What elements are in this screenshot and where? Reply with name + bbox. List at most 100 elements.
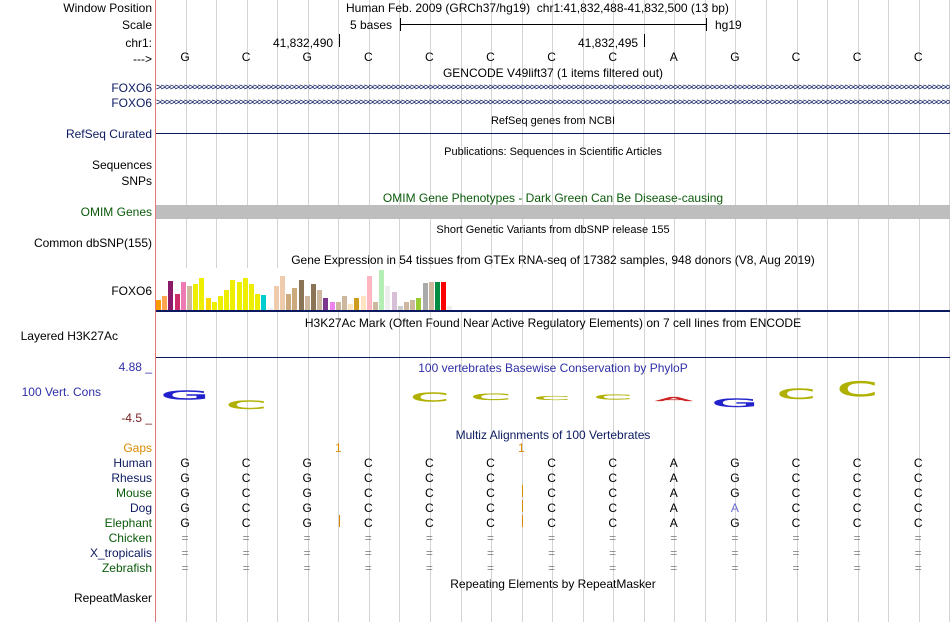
species-label[interactable]: Zebrafish	[101, 561, 152, 575]
gtex-tissue-bar[interactable]	[292, 288, 297, 310]
gtex-tissue-bar[interactable]	[373, 302, 378, 310]
species-label[interactable]: Dog	[129, 501, 152, 515]
foxo6-transcript-2[interactable]: >>>>>>>>>>>>>>>>>>>>>>>>>>>>>>>>>>>>>>>>…	[156, 97, 950, 109]
scale-bar	[400, 24, 706, 25]
gtex-bar-chart[interactable]	[156, 268, 536, 310]
gtex-tissue-bar[interactable]	[237, 282, 242, 310]
alignment-base: =	[609, 561, 617, 575]
phylop-max-label: 4.88 _	[118, 360, 152, 374]
gtex-tissue-bar[interactable]	[212, 302, 217, 310]
alignment-base: C	[547, 501, 556, 515]
gtex-tissue-bar[interactable]	[299, 280, 304, 310]
gtex-tissue-bar[interactable]	[206, 298, 211, 310]
gtex-tissue-bar[interactable]	[385, 286, 390, 310]
gtex-tissue-bar[interactable]	[193, 284, 198, 310]
alignment-base: =	[486, 546, 494, 560]
gtex-tissue-bar[interactable]	[379, 270, 384, 310]
gtex-tissue-bar[interactable]	[336, 302, 341, 310]
gtex-tissue-bar[interactable]	[305, 296, 310, 310]
gtex-tissue-bar[interactable]	[187, 286, 192, 310]
insertion-mark	[522, 500, 523, 512]
track-label-foxo6-gtex[interactable]: FOXO6	[111, 284, 152, 298]
track-label-foxo6-gencode-1[interactable]: FOXO6	[111, 81, 152, 95]
gtex-tissue-bar[interactable]	[230, 280, 235, 310]
gtex-tissue-bar[interactable]	[354, 298, 359, 310]
alignment-base: =	[670, 546, 678, 560]
gtex-tissue-bar[interactable]	[162, 296, 167, 310]
gtex-tissue-bar[interactable]	[280, 276, 285, 310]
coordinate-label-1: 41,832,490	[273, 36, 334, 50]
gtex-tissue-bar[interactable]	[447, 306, 452, 310]
gtex-tissue-bar[interactable]	[261, 295, 266, 310]
gtex-tissue-bar[interactable]	[404, 302, 409, 310]
alignment-base: C	[425, 516, 434, 530]
gtex-tissue-bar[interactable]	[255, 294, 260, 310]
alignment-base: C	[363, 471, 373, 485]
track-label-refseq[interactable]: RefSeq Curated	[65, 127, 152, 141]
gtex-tissue-bar[interactable]	[361, 296, 366, 310]
track-label-omim[interactable]: OMIM Genes	[80, 205, 152, 219]
gtex-tissue-bar[interactable]	[429, 282, 434, 310]
species-label[interactable]: Rhesus	[111, 471, 152, 485]
alignment-base: G	[730, 516, 740, 530]
panel-divider	[155, 0, 156, 622]
insertion-mark	[522, 515, 523, 527]
gtex-tissue-bar[interactable]	[156, 300, 161, 310]
species-label[interactable]: Human	[113, 456, 152, 470]
gtex-tissue-bar[interactable]	[199, 278, 204, 310]
insertion-mark	[339, 515, 340, 527]
alignment-base: C	[425, 471, 434, 485]
gtex-tissue-bar[interactable]	[243, 278, 248, 310]
gtex-tissue-bar[interactable]	[168, 281, 173, 310]
track-label-foxo6-gencode-2[interactable]: FOXO6	[111, 96, 152, 110]
track-label-vert-cons[interactable]: 100 Vert. Cons	[21, 385, 101, 399]
alignment-base: G	[180, 471, 190, 485]
gtex-tissue-bar[interactable]	[410, 300, 415, 310]
alignment-base: G	[730, 456, 740, 470]
species-label[interactable]: X_tropicalis	[89, 546, 152, 560]
gtex-tissue-bar[interactable]	[441, 282, 446, 310]
gtex-tissue-bar[interactable]	[398, 306, 403, 310]
gtex-tissue-bar[interactable]	[268, 308, 273, 310]
gtex-tissue-bar[interactable]	[274, 286, 279, 310]
gtex-tissue-bar[interactable]	[249, 284, 254, 310]
omim-gene-bar[interactable]	[156, 205, 950, 219]
gtex-tissue-bar[interactable]	[435, 282, 440, 310]
gtex-tissue-bar[interactable]	[317, 290, 322, 310]
alignment-base: =	[364, 546, 372, 560]
gtex-tissue-bar[interactable]	[348, 304, 353, 310]
omim-track-title: OMIM Gene Phenotypes - Dark Green Can Be…	[382, 191, 724, 205]
track-label-gaps[interactable]: Gaps	[123, 441, 152, 455]
track-image-area[interactable]: Human Feb. 2009 (GRCh37/hg19) chr1:41,83…	[156, 0, 950, 622]
track-label-repeatmasker[interactable]: RepeatMasker	[73, 591, 152, 605]
species-label[interactable]: Mouse	[115, 486, 152, 500]
refseq-gene-line[interactable]	[156, 133, 950, 134]
gtex-tissue-bar[interactable]	[323, 298, 328, 310]
phylop-conservation-logo[interactable]: GCC C C C A GC C	[156, 375, 950, 415]
foxo6-transcript-1[interactable]: >>>>>>>>>>>>>>>>>>>>>>>>>>>>>>>>>>>>>>>>…	[156, 82, 950, 94]
gtex-tissue-bar[interactable]	[286, 294, 291, 310]
track-label-sequences[interactable]: Sequences	[91, 158, 152, 172]
track-label-common-dbsnp[interactable]: Common dbSNP(155)	[33, 236, 152, 250]
track-label-h3k27ac[interactable]: Layered H3K27Ac	[20, 329, 118, 343]
gap-mark-1[interactable]: 1	[335, 441, 342, 455]
gtex-tissue-bar[interactable]	[224, 290, 229, 310]
gtex-tissue-bar[interactable]	[181, 282, 186, 310]
gtex-tissue-bar[interactable]	[423, 283, 428, 310]
gtex-tissue-bar[interactable]	[175, 294, 180, 310]
gtex-tissue-bar[interactable]	[416, 298, 421, 310]
alignment-base: =	[486, 531, 494, 545]
gtex-tissue-bar[interactable]	[330, 302, 335, 310]
species-label[interactable]: Chicken	[108, 531, 152, 545]
gap-mark-2[interactable]: 1	[518, 441, 525, 455]
gtex-tissue-bar[interactable]	[311, 284, 316, 310]
track-label-snps[interactable]: SNPs	[121, 174, 152, 188]
alignment-base: =	[731, 561, 739, 575]
gtex-tissue-bar[interactable]	[392, 292, 397, 310]
species-label[interactable]: Elephant	[104, 516, 152, 530]
alignment-base: C	[913, 486, 923, 500]
gtex-tissue-bar[interactable]	[218, 296, 223, 310]
gtex-tissue-bar[interactable]	[367, 276, 372, 310]
gtex-tissue-bar[interactable]	[342, 296, 347, 310]
genome-position: chr1:41,832,488-41,832,500 (13 bp)	[536, 1, 729, 15]
